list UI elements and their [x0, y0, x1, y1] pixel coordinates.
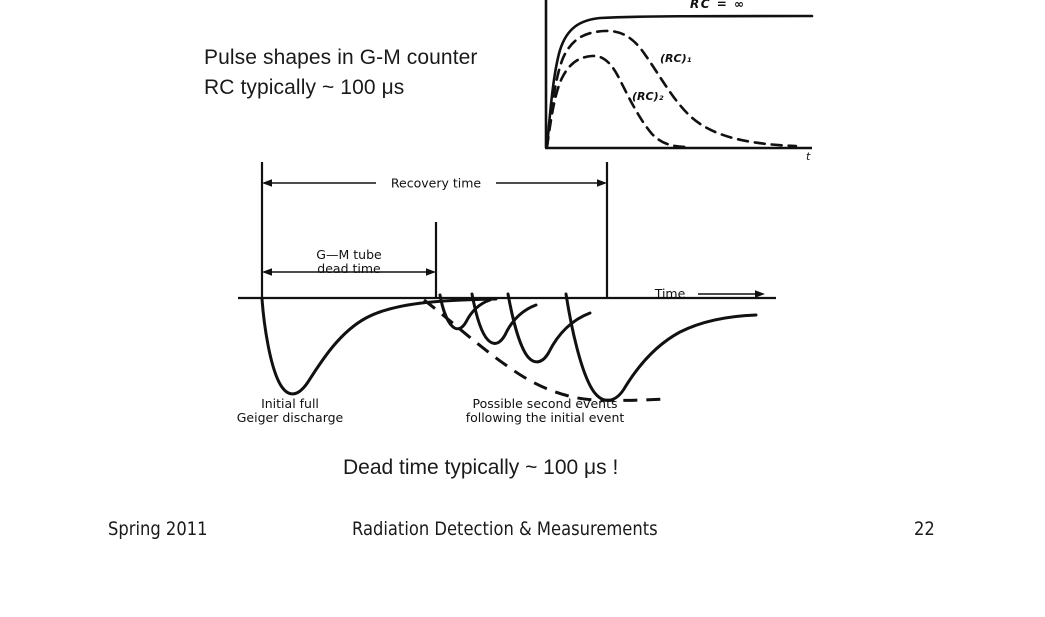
- headline-line-2-prefix: RC typically ~ 100: [204, 76, 382, 99]
- footer-course: Radiation Detection & Measurements: [352, 518, 658, 540]
- second-event-pulse-2: [470, 292, 538, 345]
- caption-unit: μs: [584, 456, 607, 479]
- second-events-label-line-1: Possible second events: [473, 396, 618, 411]
- slide-footer: Spring 2011 Radiation Detection & Measur…: [0, 518, 1045, 552]
- rc-1-curve: [545, 29, 798, 149]
- recovery-arrow-head-left: [262, 179, 272, 187]
- initial-discharge-pulse: [260, 297, 498, 396]
- pulse-shapes-vs-rc-svg: V(t) t RC = ∞ (RC)₁ (RC)₂: [544, 0, 814, 163]
- footer-term: Spring 2011: [108, 518, 208, 540]
- rc-2-label: (RC)₂: [632, 90, 664, 103]
- dead-time-arrow-head-right: [426, 268, 436, 276]
- recovery-time-label: Recovery time: [391, 176, 481, 191]
- rc-infinite-label: RC = ∞: [690, 0, 745, 11]
- rc-infinite-curve: [545, 14, 814, 149]
- caption-suffix: !: [606, 456, 619, 479]
- gm-dead-time-recovery-svg: Recovery time G—M tube dead time Time: [237, 162, 776, 425]
- dead-time-label-line-2: dead time: [317, 261, 381, 276]
- rc-chart-x-axis-label: t: [806, 150, 811, 163]
- rc-2-curve: [545, 54, 692, 149]
- recovery-time-dimension: Recovery time: [262, 176, 607, 191]
- deadtime-reference-rules: [260, 162, 609, 298]
- dead-time-dimension: G—M tube dead time: [262, 247, 436, 276]
- headline-text-block: Pulse shapes in G-M counter RC typically…: [204, 43, 478, 103]
- second-events-label-line-2: following the initial event: [466, 410, 625, 425]
- gm-dead-time-recovery-figure: Recovery time G—M tube dead time Time: [228, 150, 798, 440]
- initial-discharge-label-line-2: Geiger discharge: [237, 410, 344, 425]
- second-event-pulse-3: [506, 292, 592, 364]
- second-event-pulse-4: [564, 292, 758, 402]
- headline-line-2: RC typically ~ 100 μs: [204, 73, 478, 103]
- rc-chart-axes: [544, 0, 812, 150]
- time-axis: Time: [238, 286, 776, 301]
- initial-discharge-label-line-1: Initial full: [261, 396, 319, 411]
- time-arrow-head: [755, 290, 765, 298]
- headline-line-2-unit: μs: [381, 76, 405, 99]
- caption-prefix: Dead time typically ~ 100: [343, 456, 585, 479]
- second-events-annotation: Possible second events following the ini…: [466, 396, 625, 425]
- dead-time-arrow-head-left: [262, 268, 272, 276]
- rc-1-label: (RC)₁: [660, 52, 692, 65]
- headline-line-1: Pulse shapes in G-M counter: [204, 46, 478, 69]
- initial-discharge-annotation: Initial full Geiger discharge: [237, 396, 344, 425]
- recovery-arrow-head-right: [597, 179, 607, 187]
- time-axis-label: Time: [654, 286, 686, 301]
- pulse-shapes-vs-rc-figure: V(t) t RC = ∞ (RC)₁ (RC)₂: [500, 0, 830, 166]
- dead-time-caption: Dead time typically ~ 100 μs !: [343, 454, 618, 482]
- dead-time-label-line-1: G—M tube: [316, 247, 382, 262]
- footer-page-number: 22: [914, 518, 935, 540]
